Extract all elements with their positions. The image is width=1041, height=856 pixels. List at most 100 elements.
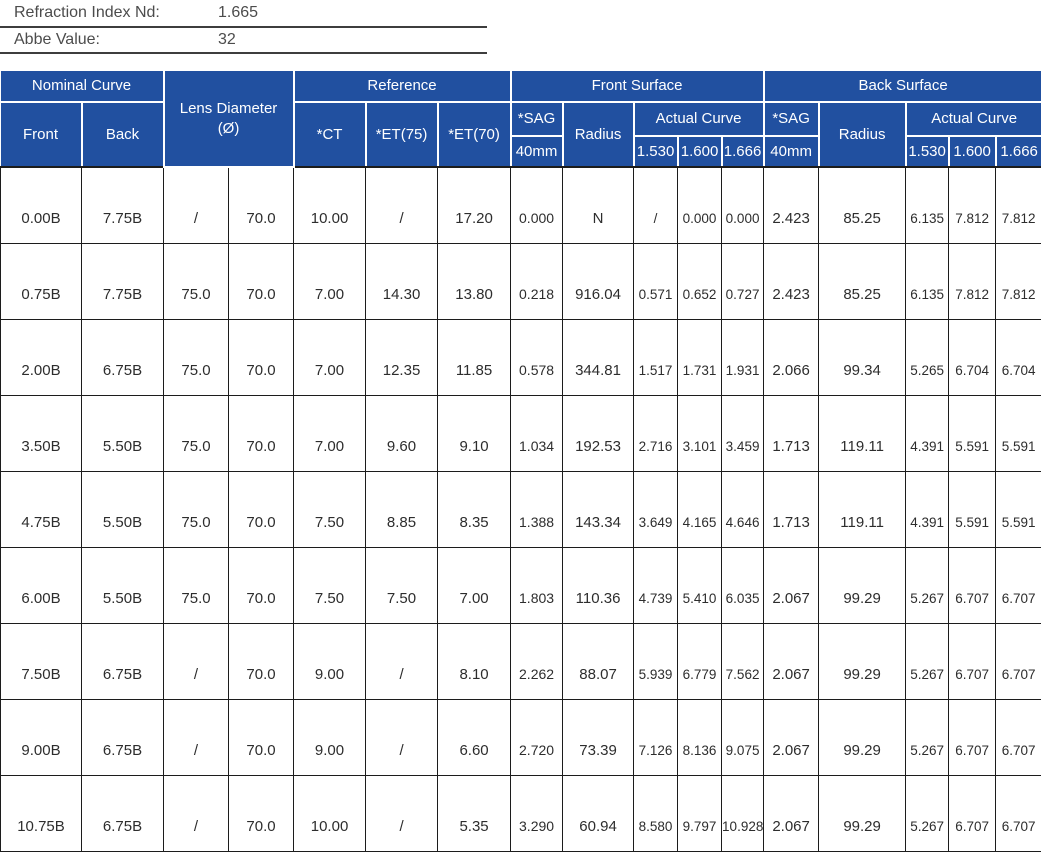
table-cell: 3.290 [510,774,564,852]
table-cell: N [562,166,635,244]
header-et75: *ET(75) [364,101,439,168]
table-cell: 5.591 [948,394,997,472]
table-cell: 2.720 [510,698,564,776]
table-cell: 1.713 [763,470,820,548]
table-cell: 6.707 [995,622,1041,700]
table-cell: 99.29 [818,622,907,700]
table-cell: / [365,698,439,776]
table-cell: 916.04 [562,242,635,320]
table-cell: 119.11 [818,470,907,548]
table-row: 0.75B 7.75B 75.0 70.0 7.00 14.30 13.80 0.218 916… [0,242,1041,320]
header-front-surface: Front Surface [509,71,765,103]
table-row: 6.00B 5.50B 75.0 70.0 7.50 7.50 7.00 1.803 110.3… [0,546,1041,624]
header-back-sag-40mm: 40mm [762,135,820,168]
table-cell: 8.580 [633,774,679,852]
table-cell: 7.812 [948,242,997,320]
table-cell: / [163,166,230,244]
info-row-abbe: Abbe Value: 32 [0,28,487,54]
header-back-index-1530: 1.530 [904,135,950,168]
table-cell: 6.75B [80,774,165,852]
header-front-index-1600: 1.600 [676,135,723,168]
header-back-surface: Back Surface [762,71,1041,103]
table-cell: 4.391 [905,470,950,548]
table-cell: 6.75B [80,622,165,700]
table-cell: 14.30 [365,242,439,320]
table-cell: 2.716 [633,394,679,472]
table-cell: 0.000 [677,166,723,244]
table-cell: 192.53 [562,394,635,472]
table-cell: 6.00B [0,546,82,624]
header-reference: Reference [292,71,512,103]
table-cell: / [163,774,230,852]
table-cell: 75.0 [163,470,230,548]
table-cell: 11.85 [437,318,512,396]
lens-diameter-line2: (Ø) [217,119,240,137]
table-cell: 2.423 [763,242,820,320]
table-cell: 2.00B [0,318,82,396]
table-cell: 75.0 [163,546,230,624]
table-cell: 143.34 [562,470,635,548]
table-cell: 5.591 [995,470,1041,548]
table-cell: 7.812 [948,166,997,244]
table-cell: 0.652 [677,242,723,320]
header-front: Front [0,101,83,168]
table-cell: 10.00 [293,774,367,852]
refraction-index-value: 1.665 [218,4,259,21]
table-cell: 7.562 [721,622,765,700]
table-cell: 5.50B [80,394,165,472]
table-body: 0.00B 7.75B/70.0 10.00/17.20 0.000 N/0.000 0.… [0,166,1041,852]
table-cell: 6.707 [948,546,997,624]
table-cell: 6.779 [677,622,723,700]
table-cell: 5.267 [905,546,950,624]
table-cell: 7.50 [293,470,367,548]
header-et70: *ET(70) [436,101,512,168]
table-cell: 85.25 [818,166,907,244]
header-back-index-1666: 1.666 [994,135,1041,168]
table-cell: 88.07 [562,622,635,700]
table-row: 0.00B 7.75B/70.0 10.00/17.20 0.000 N/0.000 0.… [0,166,1041,244]
table-cell: 0.578 [510,318,564,396]
table-cell: 0.000 [510,166,564,244]
table-cell: 6.135 [905,166,950,244]
table-cell: 6.707 [948,622,997,700]
table-cell: 70.0 [228,394,295,472]
table-cell: 0.727 [721,242,765,320]
table-cell: 10.75B [0,774,82,852]
header-back-actual-curve: Actual Curve [904,101,1041,137]
table-cell: 1.713 [763,394,820,472]
abbe-value-label: Abbe Value: [14,31,100,48]
table-cell: 10.928 [721,774,765,852]
table-cell: / [365,774,439,852]
header-front-radius: Radius [561,101,635,168]
table-cell: 110.36 [562,546,635,624]
table-cell: 7.00 [437,546,512,624]
table-cell: / [163,622,230,700]
table-row: 3.50B 5.50B 75.0 70.0 7.00 9.60 9.10 1.034 192.5… [0,394,1041,472]
table-cell: 75.0 [163,318,230,396]
header-front-index-1666: 1.666 [720,135,765,168]
table-cell: 7.812 [995,242,1041,320]
table-cell: 2.067 [763,698,820,776]
table-cell: 73.39 [562,698,635,776]
table-cell: 9.00 [293,622,367,700]
table-cell: 8.10 [437,622,512,700]
table-cell: 1.388 [510,470,564,548]
table-cell: 70.0 [228,242,295,320]
table-cell: 2.262 [510,622,564,700]
table-cell: 0.00B [0,166,82,244]
table-cell: 9.60 [365,394,439,472]
table-cell: 6.60 [437,698,512,776]
table-cell: 7.00 [293,394,367,472]
table-cell: 13.80 [437,242,512,320]
table-cell: 7.00 [293,318,367,396]
table-cell: 7.75B [80,166,165,244]
table-cell: 99.29 [818,698,907,776]
table-cell: 5.591 [995,394,1041,472]
table-cell: 5.50B [80,470,165,548]
table-cell: 3.459 [721,394,765,472]
table-cell: 3.101 [677,394,723,472]
table-cell: 4.739 [633,546,679,624]
table-cell: 4.165 [677,470,723,548]
table-cell: 6.704 [995,318,1041,396]
header-front-sag-40mm: 40mm [509,135,564,168]
